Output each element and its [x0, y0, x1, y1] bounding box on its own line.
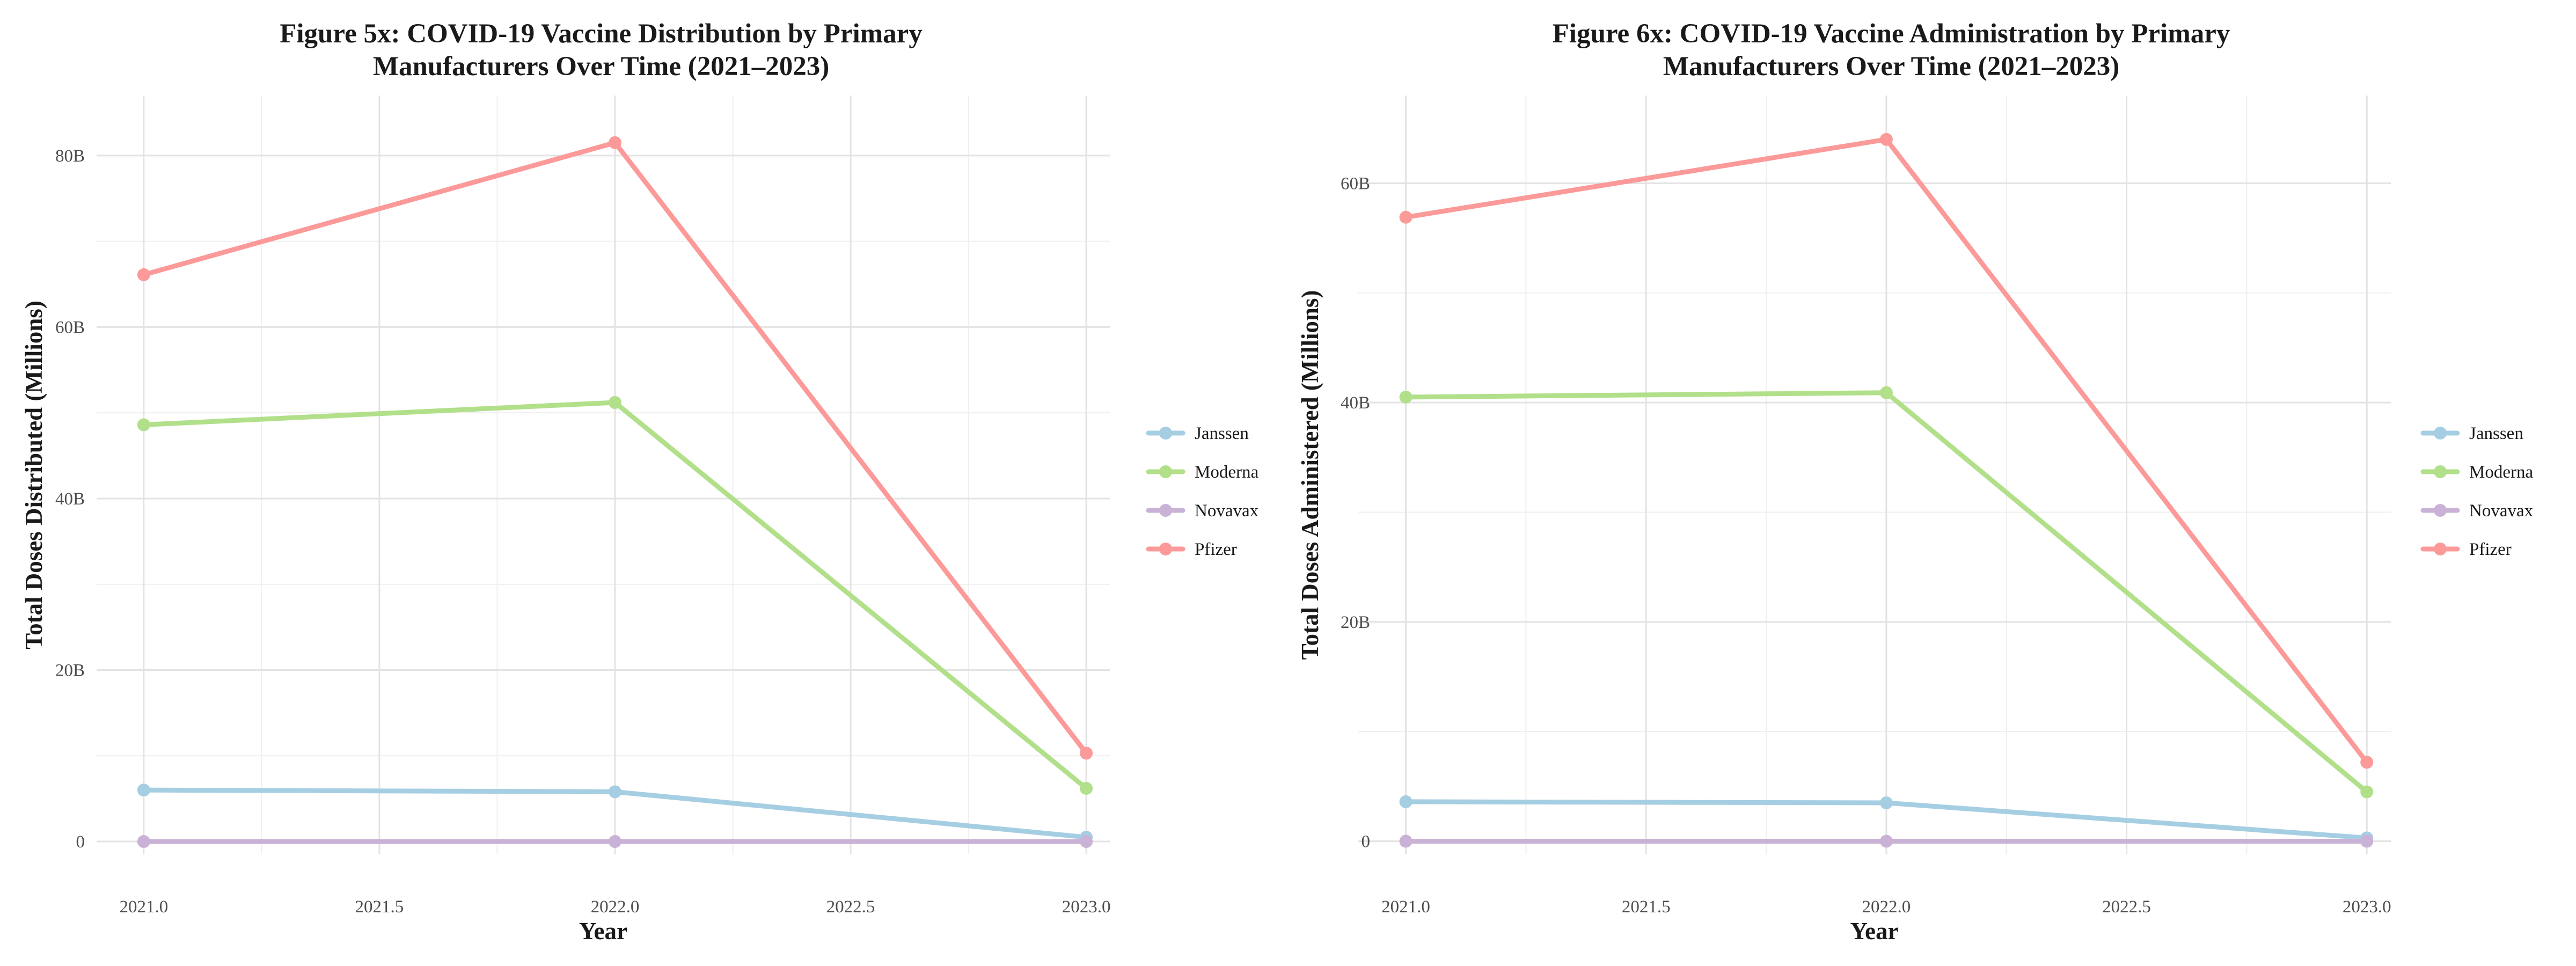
legend: Janssen Moderna Novavax Pfizer	[1146, 424, 1259, 559]
data-point-novavax	[608, 835, 621, 848]
data-point-moderna	[1399, 390, 1413, 404]
legend-key-marker	[1159, 465, 1172, 478]
legend-item-pfizer: Pfizer	[1146, 540, 1237, 559]
data-point-moderna	[2360, 785, 2374, 799]
x-axis-title: Year	[579, 918, 627, 945]
data-point-moderna	[137, 418, 150, 431]
data-point-pfizer	[1399, 210, 1413, 224]
legend-label: Janssen	[1195, 424, 1249, 443]
legend-key-marker	[1159, 504, 1172, 517]
legend-item-moderna: Moderna	[2420, 463, 2533, 482]
legend-item-janssen: Janssen	[1146, 424, 1249, 443]
chart-title-line: Figure 6x: COVID-19 Vaccine Administrati…	[1553, 19, 2230, 49]
y-tick-label: 60B	[1341, 174, 1370, 193]
x-tick-label: 2023.0	[1062, 897, 1111, 917]
x-tick-label: 2021.5	[355, 897, 404, 917]
x-tick-label: 2022.5	[2102, 897, 2151, 917]
chart-title-line: Manufacturers Over Time (2021–2023)	[1663, 52, 2119, 82]
data-point-janssen	[137, 784, 150, 797]
legend-key-marker	[2434, 504, 2447, 517]
data-point-novavax	[1080, 835, 1093, 848]
data-point-pfizer	[2360, 756, 2374, 769]
x-tick-label: 2021.0	[1381, 897, 1430, 917]
data-point-novavax	[2360, 835, 2374, 848]
data-point-pfizer	[608, 136, 621, 149]
chart-vaccine-distribution: 0 20B 40B 60B 80B 2021.0 2021.5 2022.0 2022.5 202…	[20, 19, 1259, 945]
legend-item-novavax: Novavax	[2420, 501, 2534, 521]
x-tick-label: 2023.0	[2343, 897, 2391, 917]
y-tick-label: 0	[1362, 832, 1371, 851]
data-point-novavax	[1399, 835, 1413, 848]
y-tick-label: 80B	[55, 147, 85, 166]
legend-label: Novavax	[2469, 501, 2534, 521]
y-axis-title: Total Doses Administered (Millions)	[1297, 290, 1323, 660]
y-tick-label: 60B	[55, 318, 85, 337]
data-point-moderna	[608, 396, 621, 409]
y-tick-label: 40B	[1341, 393, 1370, 413]
legend-label: Pfizer	[1195, 540, 1237, 559]
legend: Janssen Moderna Novavax Pfizer	[2420, 424, 2534, 559]
y-tick-label: 0	[76, 832, 85, 852]
y-axis-title: Total Doses Distributed (Millions)	[20, 301, 47, 649]
data-point-pfizer	[137, 268, 150, 281]
x-tick-label: 2022.0	[591, 897, 640, 917]
data-point-janssen	[1879, 796, 1893, 809]
legend-item-moderna: Moderna	[1146, 463, 1258, 482]
chart-vaccine-administration: 0 20B 40B 60B 2021.0 2021.5 2022.0 2022.5 2023.0…	[1297, 19, 2534, 945]
data-point-novavax	[1879, 835, 1893, 848]
legend-item-pfizer: Pfizer	[2420, 540, 2512, 559]
legend-key-marker	[1159, 543, 1172, 555]
chart-title-line: Manufacturers Over Time (2021–2023)	[373, 52, 829, 82]
x-tick-label: 2021.5	[1622, 897, 1671, 917]
data-point-pfizer	[1879, 133, 1893, 146]
legend-key-marker	[2434, 465, 2447, 478]
data-point-novavax	[137, 835, 150, 848]
data-point-janssen	[608, 785, 621, 799]
x-axis-title: Year	[1850, 918, 1899, 945]
y-tick-label: 20B	[55, 661, 85, 680]
legend-key-marker	[1159, 427, 1172, 440]
data-point-moderna	[1879, 386, 1893, 399]
y-tick-label: 40B	[55, 489, 85, 509]
legend-item-janssen: Janssen	[2420, 424, 2523, 443]
legend-key-marker	[2434, 543, 2447, 555]
data-point-janssen	[1399, 795, 1413, 808]
legend-label: Novavax	[1195, 501, 1259, 521]
chart-title-line: Figure 5x: COVID-19 Vaccine Distribution…	[280, 19, 923, 49]
legend-item-novavax: Novavax	[1146, 501, 1259, 521]
legend-label: Moderna	[1195, 463, 1258, 482]
legend-key-marker	[2434, 427, 2447, 440]
legend-label: Janssen	[2469, 424, 2523, 443]
x-tick-label: 2021.0	[119, 897, 168, 917]
x-tick-label: 2022.0	[1862, 897, 1911, 917]
x-tick-label: 2022.5	[826, 897, 875, 917]
legend-label: Moderna	[2469, 463, 2533, 482]
y-tick-label: 20B	[1341, 613, 1370, 632]
data-point-moderna	[1080, 781, 1093, 795]
data-point-pfizer	[1080, 747, 1093, 760]
legend-label: Pfizer	[2469, 540, 2512, 559]
